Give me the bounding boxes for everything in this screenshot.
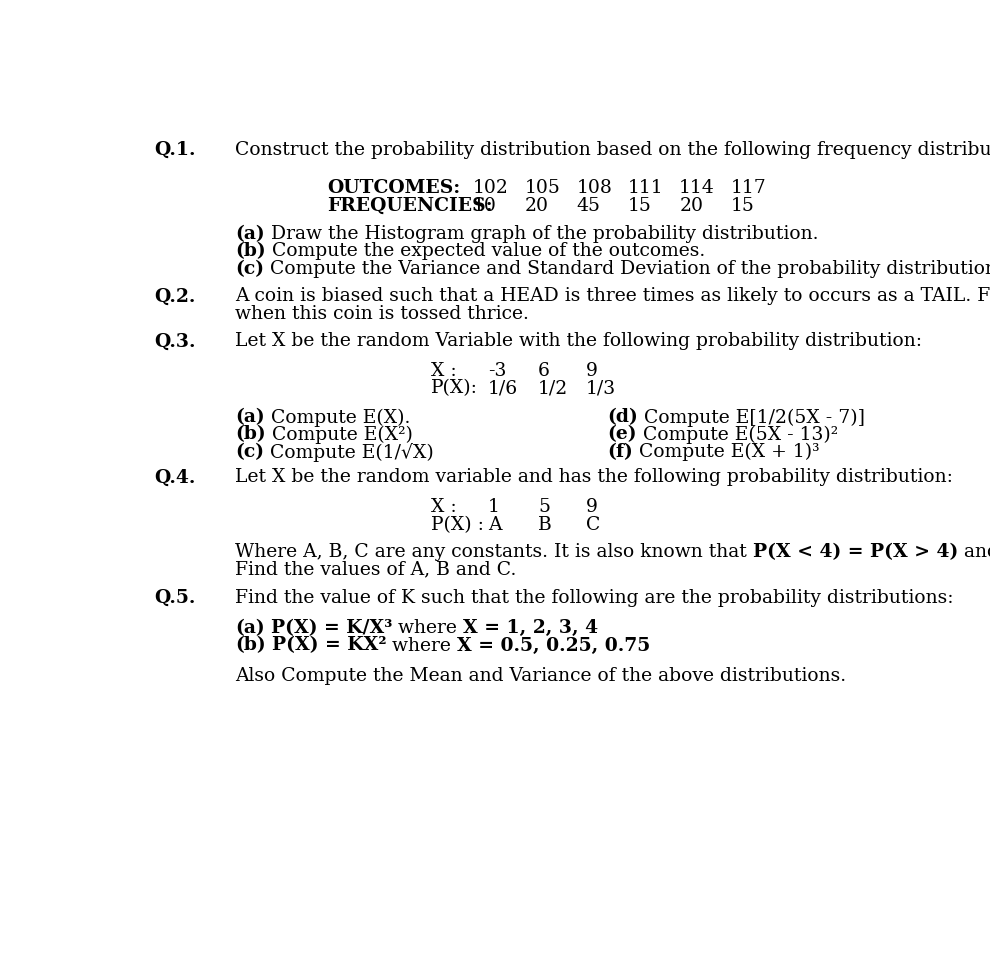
Text: when this coin is tossed thrice.: when this coin is tossed thrice. xyxy=(235,304,529,323)
Text: P(X) = KX²: P(X) = KX² xyxy=(271,637,386,654)
Text: C: C xyxy=(586,516,600,533)
Text: B: B xyxy=(539,516,551,533)
Text: (a): (a) xyxy=(235,225,264,243)
Text: 6: 6 xyxy=(539,362,549,379)
Text: Also Compute the Mean and Variance of the above distributions.: Also Compute the Mean and Variance of th… xyxy=(235,667,846,684)
Text: Q.2.: Q.2. xyxy=(154,288,196,305)
Text: Compute E(5X - 13)²: Compute E(5X - 13)² xyxy=(637,425,838,444)
Text: 117: 117 xyxy=(731,178,766,197)
Text: (c): (c) xyxy=(235,443,264,461)
Text: 1/6: 1/6 xyxy=(488,379,519,397)
Text: 108: 108 xyxy=(576,178,612,197)
Text: Q.3.: Q.3. xyxy=(154,332,196,350)
Text: (a): (a) xyxy=(235,409,264,426)
Text: X :: X : xyxy=(431,498,456,517)
Text: P(X) :: P(X) : xyxy=(431,516,483,533)
Text: X :: X : xyxy=(431,362,456,379)
Text: 45: 45 xyxy=(576,197,600,215)
Text: where: where xyxy=(392,619,463,638)
Text: A: A xyxy=(488,516,502,533)
Text: where: where xyxy=(386,637,457,654)
Text: 9: 9 xyxy=(586,498,598,517)
Text: 15: 15 xyxy=(628,197,651,215)
Text: Construct the probability distribution based on the following frequency distribu: Construct the probability distribution b… xyxy=(235,141,990,159)
Text: Q.4.: Q.4. xyxy=(154,468,196,487)
Text: 20: 20 xyxy=(525,197,548,215)
Text: 20: 20 xyxy=(679,197,703,215)
Text: (d): (d) xyxy=(607,409,638,426)
Text: Compute the Variance and Standard Deviation of the probability distribution.: Compute the Variance and Standard Deviat… xyxy=(264,259,990,278)
Text: 102: 102 xyxy=(473,178,509,197)
Text: Compute E[1/2(5X - 7)]: Compute E[1/2(5X - 7)] xyxy=(638,409,865,426)
Text: X = 1, 2, 3, 4: X = 1, 2, 3, 4 xyxy=(463,619,598,638)
Text: Compute the expected value of the outcomes.: Compute the expected value of the outcom… xyxy=(265,243,705,260)
Text: Let X be the random variable and has the following probability distribution:: Let X be the random variable and has the… xyxy=(235,468,953,487)
Text: (c): (c) xyxy=(235,259,264,278)
Text: (b): (b) xyxy=(235,425,265,444)
Text: Compute E(X + 1)³: Compute E(X + 1)³ xyxy=(633,443,820,461)
Text: 1/2: 1/2 xyxy=(539,379,568,397)
Text: Q.5.: Q.5. xyxy=(154,589,196,607)
Text: 1/3: 1/3 xyxy=(586,379,616,397)
Text: (a): (a) xyxy=(235,619,264,638)
Text: 111: 111 xyxy=(628,178,663,197)
Text: -3: -3 xyxy=(488,362,507,379)
Text: 1: 1 xyxy=(488,498,500,517)
Text: Where A, B, C are any constants. It is also known that: Where A, B, C are any constants. It is a… xyxy=(235,543,752,562)
Text: 10: 10 xyxy=(473,197,497,215)
Text: OUTCOMES:: OUTCOMES: xyxy=(327,178,460,197)
Text: P(X < 4) = P(X > 4): P(X < 4) = P(X > 4) xyxy=(752,543,958,562)
Text: Compute E(X).: Compute E(X). xyxy=(264,409,410,426)
Text: 105: 105 xyxy=(525,178,560,197)
Text: 9: 9 xyxy=(586,362,598,379)
Text: X = 0.5, 0.25, 0.75: X = 0.5, 0.25, 0.75 xyxy=(457,637,650,654)
Text: P(X):: P(X): xyxy=(431,379,477,397)
Text: (e): (e) xyxy=(607,425,637,444)
Text: Compute E(X²): Compute E(X²) xyxy=(265,425,413,444)
Text: Find the values of A, B and C.: Find the values of A, B and C. xyxy=(235,561,517,579)
Text: 15: 15 xyxy=(731,197,754,215)
Text: Find the value of K such that the following are the probability distributions:: Find the value of K such that the follow… xyxy=(235,589,953,607)
Text: Let X be the random Variable with the following probability distribution:: Let X be the random Variable with the fo… xyxy=(235,332,922,350)
Text: Q.1.: Q.1. xyxy=(154,141,196,159)
Text: (f): (f) xyxy=(607,443,633,461)
Text: Compute E(1/√X): Compute E(1/√X) xyxy=(264,443,434,462)
Text: (b): (b) xyxy=(235,637,265,654)
Text: (b): (b) xyxy=(235,243,265,260)
Text: FREQUENCIES:: FREQUENCIES: xyxy=(327,197,493,215)
Text: and: and xyxy=(958,543,990,562)
Text: Draw the Histogram graph of the probability distribution.: Draw the Histogram graph of the probabil… xyxy=(264,225,818,243)
Text: A coin is biased such that a HEAD is three times as likely to occurs as a TAIL. : A coin is biased such that a HEAD is thr… xyxy=(235,288,990,305)
Text: 114: 114 xyxy=(679,178,715,197)
Text: P(X) = K/X³: P(X) = K/X³ xyxy=(270,619,392,638)
Text: 5: 5 xyxy=(539,498,550,517)
